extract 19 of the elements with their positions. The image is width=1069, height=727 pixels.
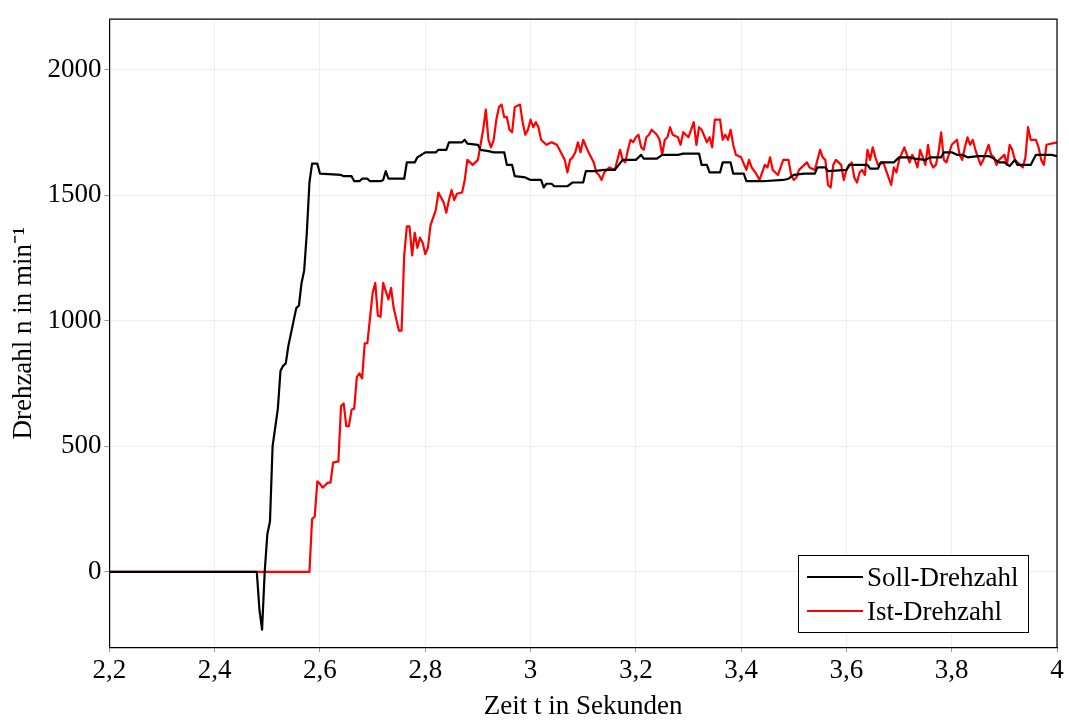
- x-tick-label: 3,6: [829, 654, 864, 685]
- y-tick-label: 1000: [47, 303, 102, 334]
- x-tick-label: 2,2: [92, 654, 127, 685]
- x-tick-label: 3,2: [618, 654, 653, 685]
- y-tick-label: 1500: [47, 178, 102, 209]
- y-axis-title: Drehzahl n in min⁻¹: [7, 226, 38, 440]
- x-tick-label: 2,4: [197, 654, 233, 685]
- x-tick-label: 2,6: [303, 654, 337, 685]
- x-tick-label: 3: [523, 654, 538, 685]
- y-tick-label: 2000: [47, 52, 102, 83]
- x-axis-title: Zeit t in Sekunden: [483, 689, 684, 720]
- legend-label: Ist-Drehzahl: [867, 595, 1002, 629]
- legend-label: Soll-Drehzahl: [867, 561, 1019, 595]
- x-tick-label: 2,8: [408, 654, 443, 685]
- y-tick-label: 0: [87, 554, 102, 585]
- x-tick-label: 3,8: [934, 654, 969, 685]
- y-tick-label: 500: [60, 429, 102, 460]
- x-tick-label: 4: [1050, 654, 1065, 685]
- x-tick-label: 3,4: [724, 654, 759, 685]
